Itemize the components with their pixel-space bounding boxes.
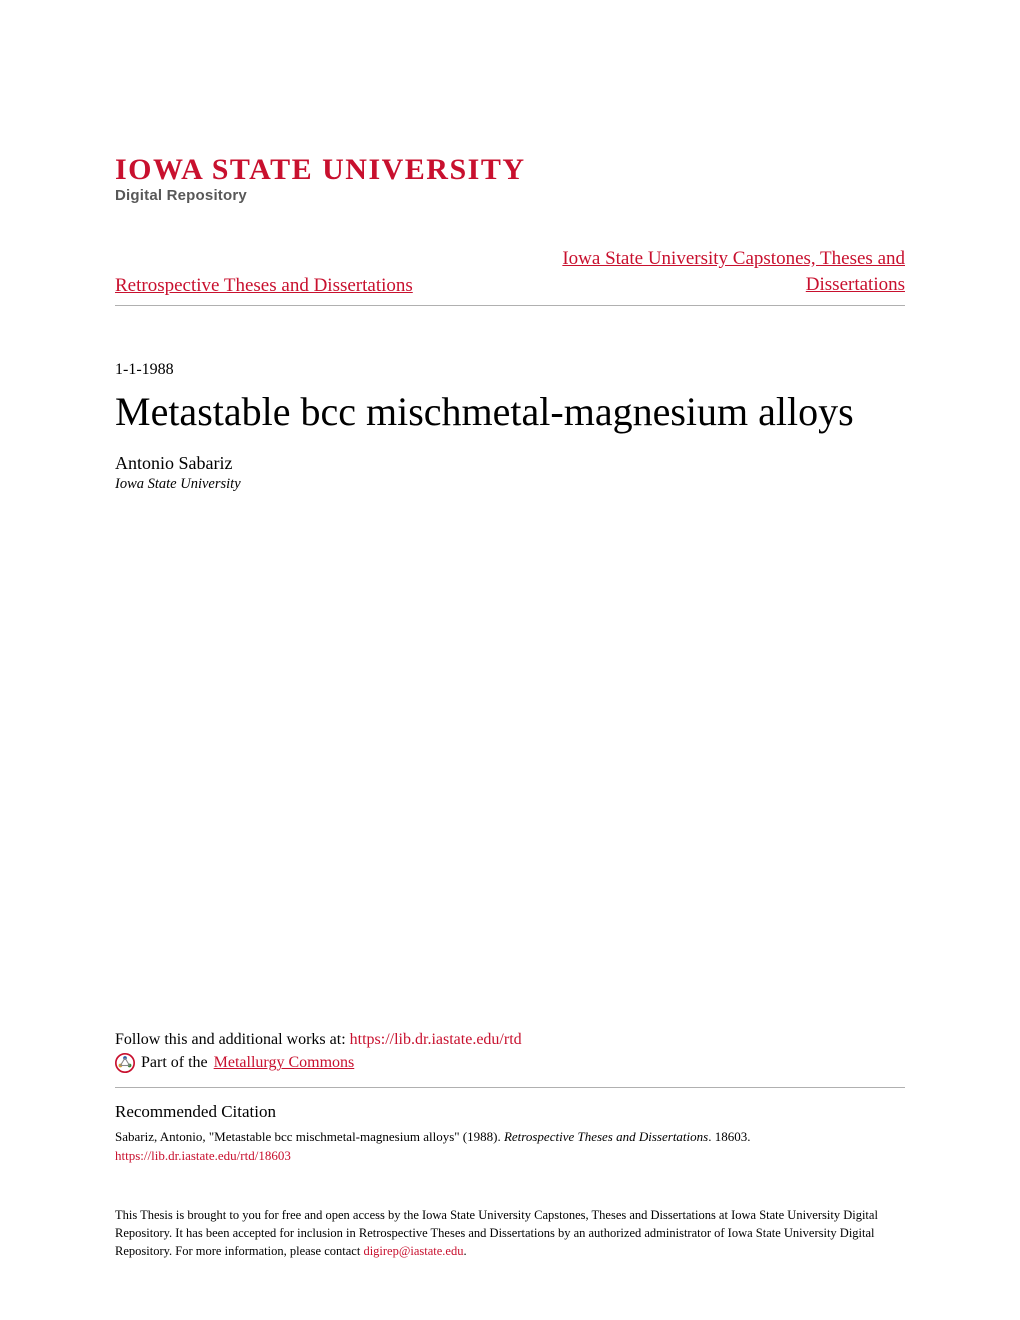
follow-url-link[interactable]: https://lib.dr.iastate.edu/rtd bbox=[350, 1031, 522, 1048]
citation-text: Sabariz, Antonio, "Metastable bcc mischm… bbox=[115, 1128, 905, 1146]
contact-email-link[interactable]: digirep@iastate.edu bbox=[363, 1244, 463, 1258]
citation-series: Retrospective Theses and Dissertations bbox=[504, 1129, 708, 1144]
access-statement: This Thesis is brought to you for free a… bbox=[115, 1206, 905, 1260]
footer-after-email: . bbox=[463, 1244, 466, 1258]
footer-before-email: This Thesis is brought to you for free a… bbox=[115, 1208, 878, 1258]
follow-line: Follow this and additional works at: htt… bbox=[115, 1031, 905, 1049]
breadcrumb-header: Retrospective Theses and Dissertations I… bbox=[115, 246, 905, 306]
repository-subtitle: Digital Repository bbox=[115, 187, 905, 204]
collection-link-right[interactable]: Iowa State University Capstones, Theses … bbox=[555, 246, 905, 297]
paper-title: Metastable bcc mischmetal-magnesium allo… bbox=[115, 389, 905, 435]
partof-line: Part of the Metallurgy Commons bbox=[115, 1053, 905, 1088]
citation-url-link[interactable]: https://lib.dr.iastate.edu/rtd/18603 bbox=[115, 1148, 905, 1164]
recommended-citation-heading: Recommended Citation bbox=[115, 1102, 905, 1122]
commons-link[interactable]: Metallurgy Commons bbox=[214, 1054, 355, 1072]
collection-link-left[interactable]: Retrospective Theses and Dissertations bbox=[115, 275, 413, 297]
follow-prefix: Follow this and additional works at: bbox=[115, 1031, 350, 1048]
author-affiliation: Iowa State University bbox=[115, 476, 905, 493]
publication-date: 1-1-1988 bbox=[115, 361, 905, 379]
author-name: Antonio Sabariz bbox=[115, 453, 905, 474]
network-icon bbox=[115, 1053, 135, 1073]
citation-after: . 18603. bbox=[708, 1129, 750, 1144]
citation-before: Sabariz, Antonio, "Metastable bcc mischm… bbox=[115, 1129, 504, 1144]
institution-name: IOWA STATE UNIVERSITY bbox=[115, 155, 905, 185]
metadata-footer-block: Follow this and additional works at: htt… bbox=[115, 1031, 905, 1260]
partof-prefix: Part of the bbox=[141, 1054, 208, 1072]
institution-logo-block: IOWA STATE UNIVERSITY Digital Repository bbox=[115, 155, 905, 204]
